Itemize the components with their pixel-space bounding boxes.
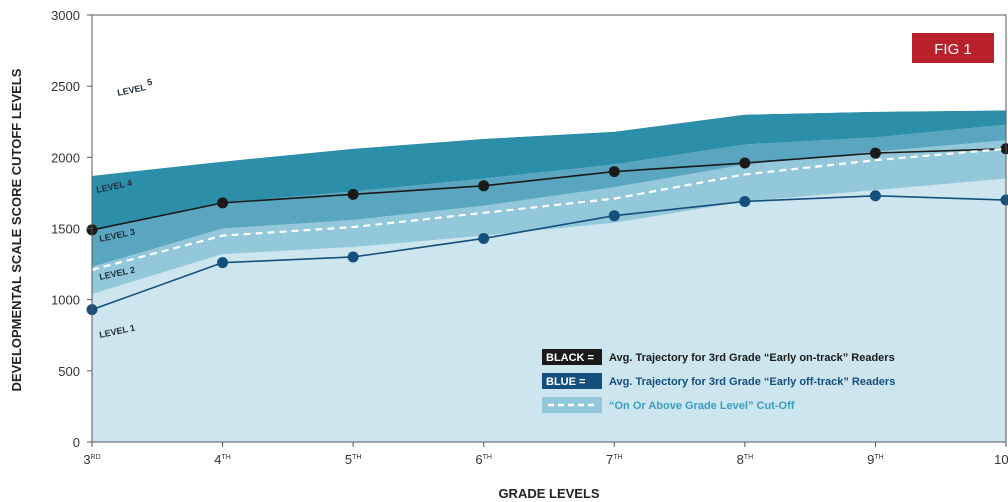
x-axis-title: GRADE LEVELS	[498, 486, 599, 501]
cutoff-line	[91, 147, 1007, 271]
data-point	[608, 166, 620, 178]
y-tick-label: 0	[73, 435, 80, 450]
trajectory-line-1	[91, 194, 1007, 311]
x-tick-label: 8TH	[737, 452, 754, 467]
legend-label: Avg. Trajectory for 3rd Grade “Early off…	[609, 376, 895, 388]
data-point	[217, 257, 229, 269]
data-point	[869, 147, 881, 159]
data-point	[217, 197, 229, 209]
data-point	[869, 190, 881, 202]
y-tick-label: 3000	[51, 8, 80, 23]
legend: BLACK = Avg. Trajectory for 3rd Grade “Ea…	[542, 349, 895, 413]
x-tick-label: 5TH	[345, 452, 362, 467]
y-tick-label: 1000	[51, 293, 80, 308]
band-level-4	[92, 110, 1006, 232]
band-level-5	[92, 15, 1006, 176]
y-tick-label: 2500	[51, 79, 80, 94]
legend-key-swatch	[542, 349, 602, 365]
y-tick-label: 500	[58, 364, 80, 379]
data-point	[347, 251, 359, 263]
data-point	[478, 232, 490, 244]
data-point	[739, 157, 751, 169]
trajectory-line-0	[91, 147, 1007, 231]
x-tick-label: 4TH	[214, 452, 231, 467]
legend-key-label: BLACK =	[546, 352, 594, 364]
y-axis-title: DEVELOPMENTAL SCALE SCORE CUTOFF LEVELS	[9, 68, 24, 391]
legend-label: “On Or Above Grade Level” Cut-Off	[609, 400, 795, 412]
x-tick-label: 3RD	[83, 452, 100, 467]
legend-key-label: BLUE =	[546, 376, 585, 388]
legend-label: Avg. Trajectory for 3rd Grade “Early on-…	[609, 352, 895, 364]
axes: 0 500 1000 1500 2000 2500 3000 3RD 4TH 5TH 6TH 7TH 8…	[51, 8, 1008, 467]
band-level-1	[92, 178, 1006, 442]
x-tick-label: 10TH	[994, 452, 1008, 467]
y-tick-label: 1500	[51, 222, 80, 237]
data-point	[608, 210, 620, 222]
x-tick-label: 9TH	[867, 452, 884, 467]
data-point	[347, 188, 359, 200]
data-point	[739, 195, 751, 207]
trajectory-lines	[86, 143, 1008, 316]
data-point	[478, 180, 490, 192]
legend-key-swatch	[542, 373, 602, 389]
fig-badge-label: FIG 1	[934, 41, 972, 58]
figure-badge: FIG 1	[912, 33, 994, 63]
fig-badge-bg	[912, 33, 994, 63]
x-tick-label: 6TH	[475, 452, 492, 467]
y-tick-label: 2000	[51, 150, 80, 165]
band-level-2	[92, 140, 1006, 294]
x-tick-label: 7TH	[606, 452, 623, 467]
